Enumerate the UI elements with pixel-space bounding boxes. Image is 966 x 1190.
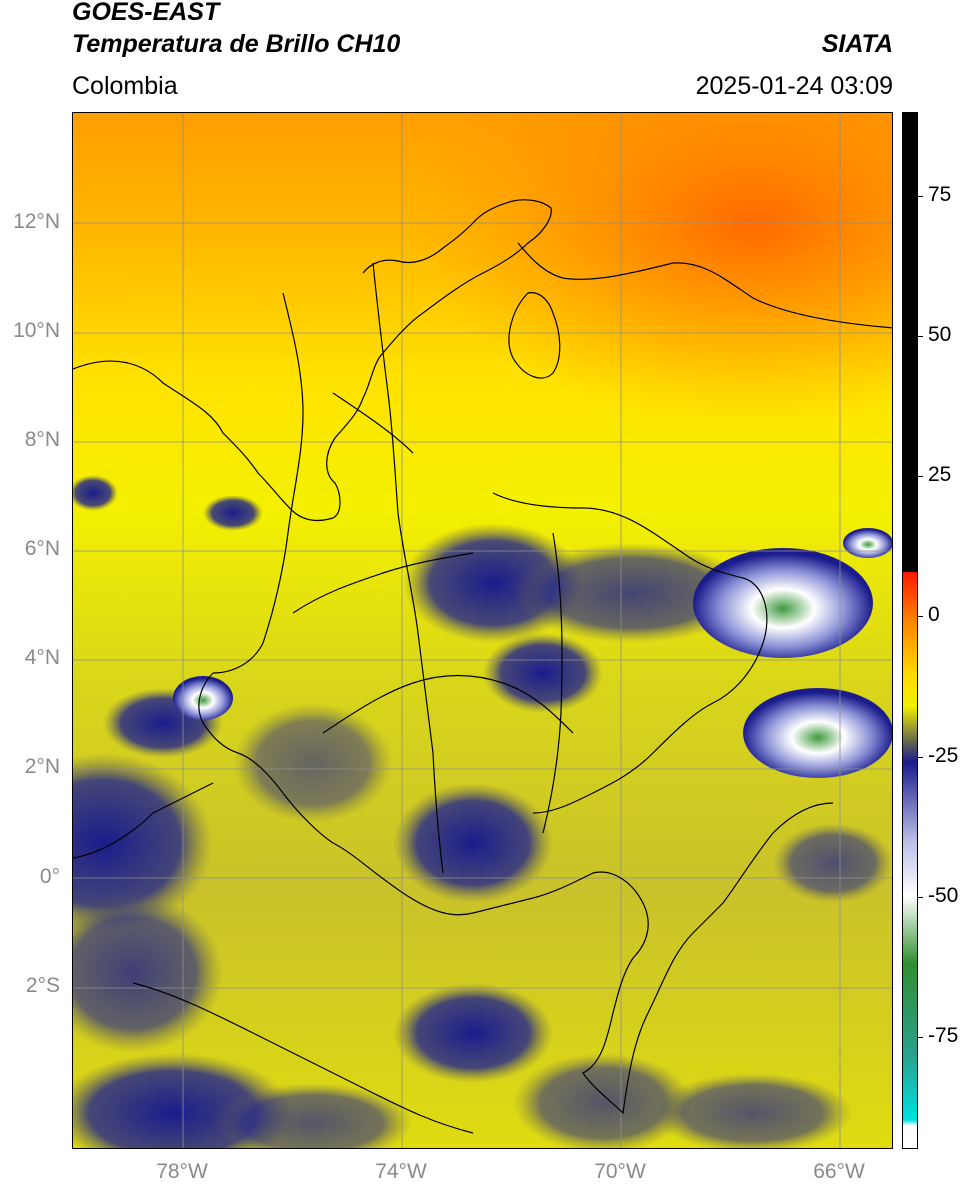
colorbar-tick-label: 75 <box>928 183 952 207</box>
colorbar-tick-label: -50 <box>928 883 959 907</box>
colorbar-tick <box>918 896 923 898</box>
region-label: Colombia <box>72 72 178 100</box>
colorbar-tick <box>918 1036 923 1038</box>
colorbar-tick <box>918 196 923 198</box>
latitude-label: 2°N <box>24 755 60 778</box>
colorbar <box>902 112 918 1149</box>
convective-cell <box>743 688 892 778</box>
convective-cell <box>843 528 892 558</box>
latitude-label: 12°N <box>13 210 60 233</box>
colorbar-tick-label: 0 <box>928 603 940 627</box>
longitude-label: 66°W <box>813 1160 865 1183</box>
satellite-title: GOES-EAST <box>72 0 220 26</box>
colorbar-tick <box>918 756 923 758</box>
longitude-label: 70°W <box>594 1160 646 1183</box>
latitude-label: 8°N <box>24 428 60 451</box>
graticule <box>73 113 892 1148</box>
latitude-label: 10°N <box>13 319 60 342</box>
map-canvas <box>73 113 892 1148</box>
colorbar-tick-label: -75 <box>928 1023 959 1047</box>
borders <box>73 199 892 1134</box>
colorbar-tick <box>918 616 923 618</box>
cold-cloud-patches <box>73 475 892 1148</box>
convective-cell <box>693 548 873 658</box>
colorbar-tick-label: -25 <box>928 743 959 767</box>
latitude-label: 6°N <box>24 537 60 560</box>
brand-label: SIATA <box>821 30 893 58</box>
colorbar-tick <box>918 336 923 338</box>
colorbar-tick <box>918 476 923 478</box>
convective-cell <box>173 676 233 720</box>
product-title: Temperatura de Brillo CH10 <box>72 30 401 58</box>
latitude-label: 0° <box>39 865 60 888</box>
longitude-label: 78°W <box>156 1160 208 1183</box>
datetime-label: 2025-01-24 03:09 <box>695 72 893 100</box>
latitude-label: 2°S <box>25 974 60 997</box>
colorbar-tick-label: 25 <box>928 463 952 487</box>
colorbar-tick-label: 50 <box>928 323 952 347</box>
brightness-temperature-map <box>72 112 893 1149</box>
longitude-label: 74°W <box>375 1160 427 1183</box>
latitude-label: 4°N <box>24 646 60 669</box>
